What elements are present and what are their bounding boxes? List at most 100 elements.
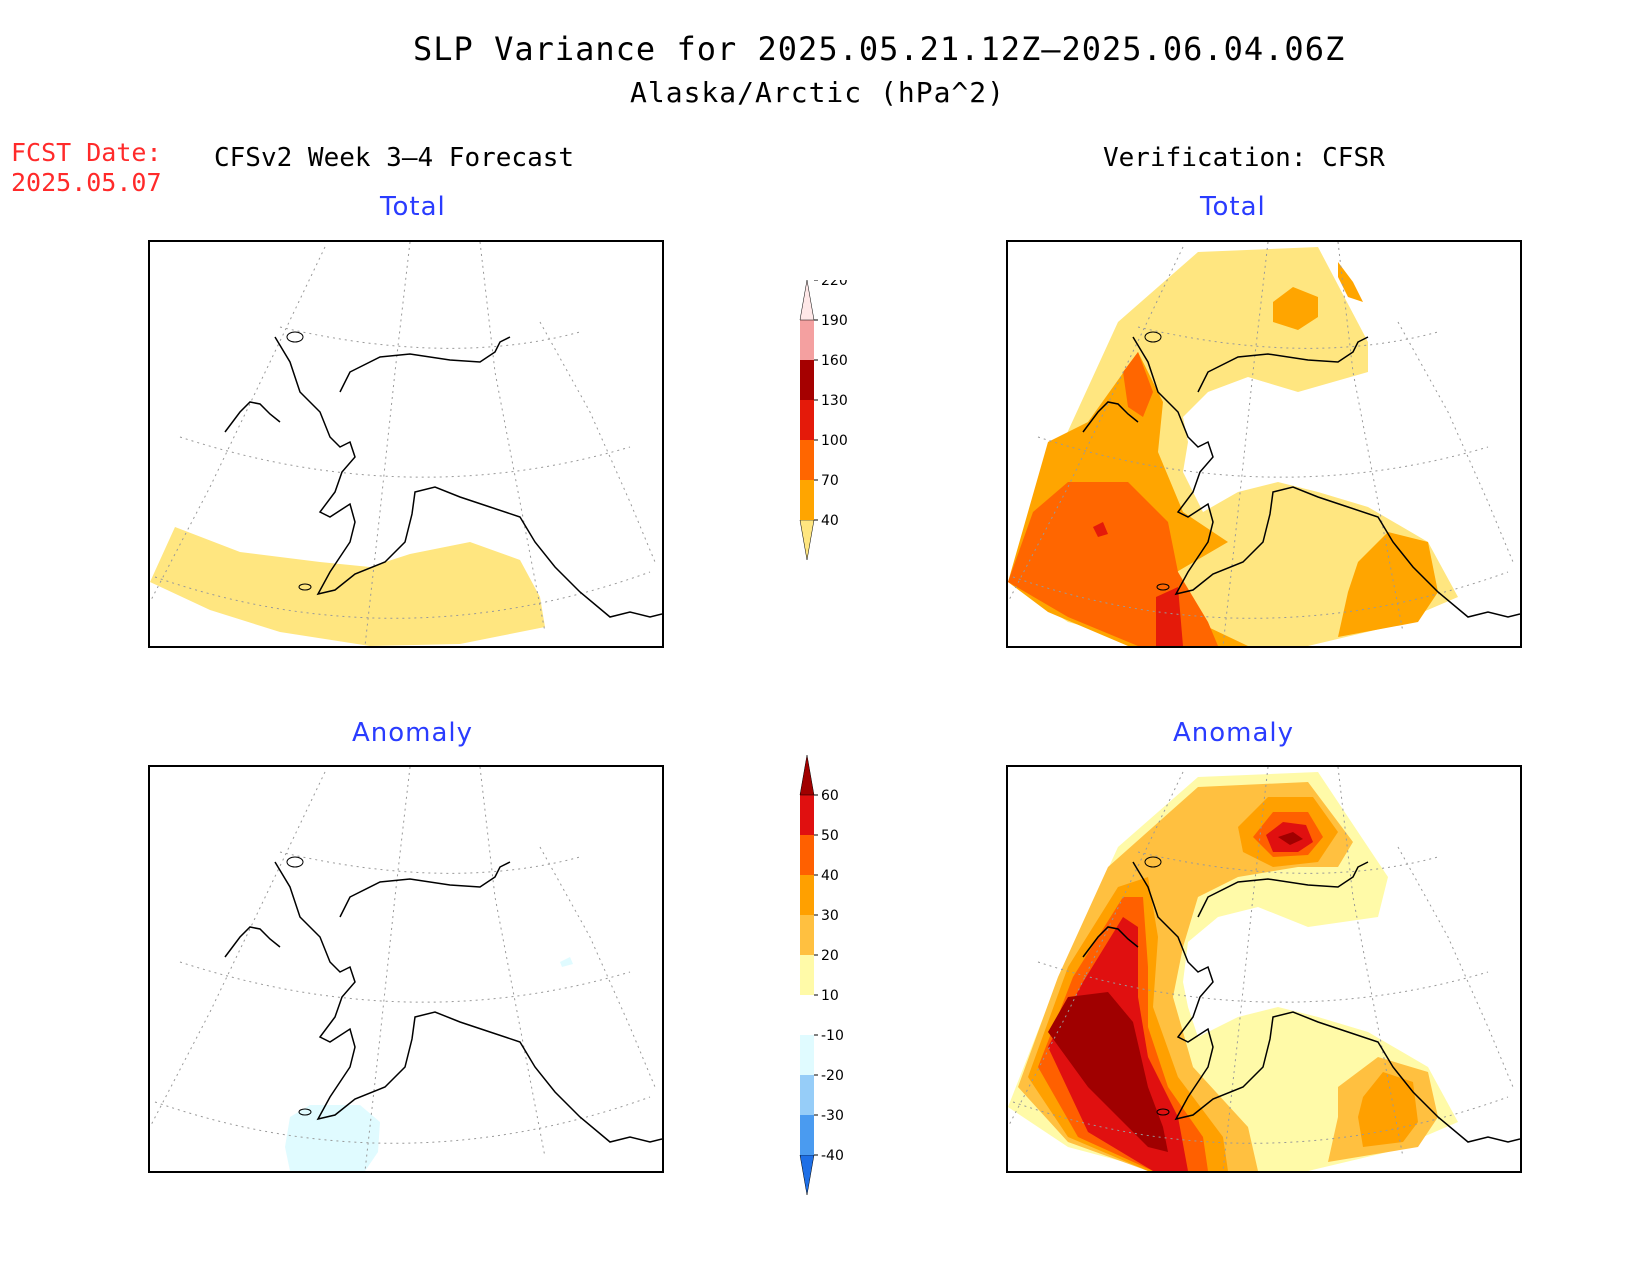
colorbar-tick-label: 50: [821, 828, 839, 844]
colorbar-swatch: [800, 360, 814, 400]
grid-line: [150, 771, 326, 1128]
shade-anom-30b: [1358, 1072, 1418, 1147]
colorbar-tick-label: 10: [821, 988, 839, 1004]
figure-subtitle: Alaska/Arctic (hPa^2): [630, 76, 1006, 109]
map-forecast-total-svg: [150, 242, 662, 646]
alaska-coastline: [224, 331, 662, 618]
lat-lon-grid: [150, 767, 656, 1171]
map-forecast-anomaly-svg: [150, 767, 662, 1171]
grid-line: [154, 1096, 651, 1144]
coastline-segment: [224, 926, 281, 958]
coastline-segment: [1197, 861, 1369, 918]
panel-label-verification-total: Total: [1200, 192, 1266, 222]
map-verification-total-svg: [1008, 242, 1520, 646]
colorbar-swatch: [800, 400, 814, 440]
colorbar-swatch: [800, 1035, 814, 1075]
colorbar-tick-label: 30: [821, 908, 839, 924]
colorbar-tick-label: 60: [821, 788, 839, 804]
island-outline: [1156, 1108, 1170, 1116]
coastline-segment: [1132, 861, 1520, 1143]
shade-total-70b: [1338, 532, 1438, 637]
colorbar-tick-label: -40: [821, 1148, 844, 1164]
grid-line: [279, 326, 581, 349]
colorbar-cap-top: [799, 280, 815, 321]
coastline-segment: [1132, 336, 1520, 618]
panel-label-forecast-anomaly: Anomaly: [352, 718, 474, 748]
colorbar-cap-top: [799, 755, 815, 796]
shade-anom-neg10b: [560, 957, 573, 967]
colorbar-swatch: [800, 440, 814, 480]
coastline-segment: [224, 401, 281, 433]
colorbar-tick-label: -20: [821, 1068, 844, 1084]
colorbar-swatch: [800, 955, 814, 995]
grid-line: [539, 321, 656, 563]
colorbar-swatch: [800, 1115, 814, 1155]
grid-line: [1008, 771, 1184, 1128]
coastline-segment: [1082, 926, 1139, 958]
fcst-date-label: FCST Date:: [11, 138, 162, 167]
colorbar-swatch: [800, 995, 814, 1035]
island-outline: [286, 331, 304, 343]
island-outline: [1156, 583, 1170, 591]
grid-line: [179, 436, 631, 478]
colorbar-tick-label: 160: [821, 353, 848, 369]
grid-line: [179, 961, 631, 1003]
grid-line: [479, 767, 546, 1158]
grid-line: [150, 246, 326, 603]
panel-label-forecast-total: Total: [380, 192, 446, 222]
verification-heading: Verification: CFSR: [1103, 143, 1385, 173]
shade-anom-60b: [1278, 832, 1303, 845]
grid-line: [1008, 246, 1184, 603]
colorbar-swatch: [800, 835, 814, 875]
island-outline: [298, 1108, 312, 1116]
map-forecast-anomaly: [148, 765, 664, 1173]
colorbar-tick-label: -30: [821, 1108, 844, 1124]
grid-line: [1397, 846, 1514, 1088]
shade-total-70c: [1273, 287, 1318, 330]
grid-line: [279, 851, 581, 874]
shade-total-130: [1093, 522, 1108, 537]
panel-label-verification-anomaly: Anomaly: [1173, 718, 1295, 748]
colorbar-tick-label: 40: [821, 513, 839, 529]
colorbar-swatch: [800, 795, 814, 835]
grid-line: [1397, 321, 1514, 563]
colorbar-total-swatches: 40 70 100 130 160 190 220: [799, 280, 848, 561]
shade-total-70d: [1338, 262, 1363, 302]
grid-line: [364, 767, 411, 1171]
coastline-segment: [1082, 401, 1139, 433]
colorbar-tick-label: 130: [821, 393, 848, 409]
coastline-segment: [339, 861, 511, 918]
colorbar-total: 40 70 100 130 160 190 220: [799, 280, 848, 561]
figure-title: SLP Variance for 2025.05.21.12Z–2025.06.…: [413, 30, 1346, 68]
colorbar-tick-label: 190: [821, 313, 848, 329]
colorbar-cap-bottom: [799, 519, 815, 561]
colorbar-swatch: [800, 480, 814, 520]
colorbar-swatch: [800, 1075, 814, 1115]
shade-total-100b: [1123, 352, 1153, 417]
colorbar-swatch: [800, 915, 814, 955]
island-outline: [286, 856, 304, 868]
alaska-coastline: [1082, 856, 1520, 1143]
colorbar-swatch: [800, 875, 814, 915]
fcst-date-value: 2025.05.07: [11, 168, 162, 197]
colorbar-tick-label: -10: [821, 1028, 844, 1044]
colorbar-anomaly: -40 -30 -20 -10 10 20 30 40 50 60: [799, 755, 844, 1196]
colorbar-tick-label: 20: [821, 948, 839, 964]
grid-line: [539, 846, 656, 1088]
island-outline: [1144, 856, 1162, 868]
shade-anom-60: [1048, 992, 1168, 1152]
colorbar-tick-label: 100: [821, 433, 848, 449]
coastline-segment: [274, 861, 662, 1143]
colorbar-cap-bottom: [799, 1154, 815, 1196]
map-verification-anomaly: [1006, 765, 1522, 1173]
alaska-coastline: [224, 856, 662, 1143]
alaska-coastline: [1082, 331, 1520, 618]
colorbar-anomaly-swatches: -40 -30 -20 -10 10 20 30 40 50 60: [799, 755, 844, 1196]
coastline-segment: [274, 336, 662, 618]
colorbar-tick-label: 220: [821, 280, 848, 289]
shade-anom-neg10: [285, 1105, 380, 1171]
forecast-heading: CFSv2 Week 3–4 Forecast: [214, 143, 575, 173]
colorbar-tick-label: 40: [821, 868, 839, 884]
shade-total-130b: [1156, 587, 1183, 646]
colorbar-swatch: [800, 320, 814, 360]
